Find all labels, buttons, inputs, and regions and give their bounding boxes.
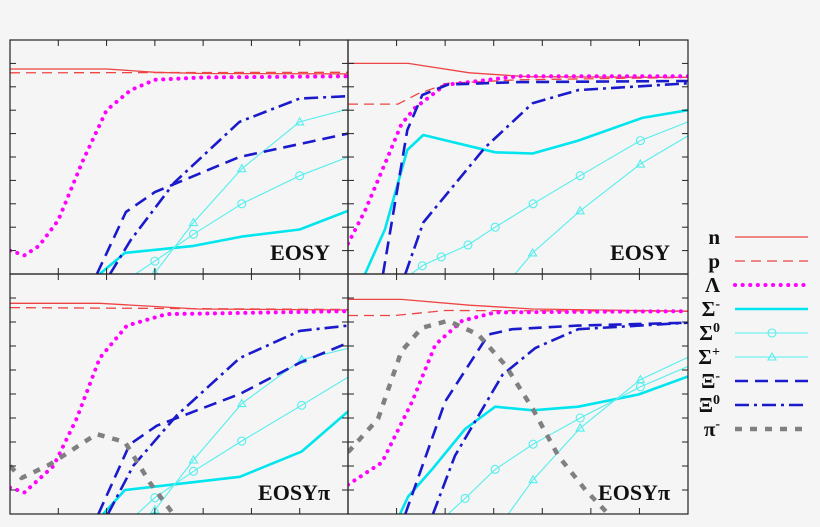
series-line-Sigma+ bbox=[152, 347, 348, 514]
panel-label: EOSY bbox=[270, 240, 330, 265]
sigma0-marker bbox=[528, 199, 538, 209]
series-line-Sigma+ bbox=[507, 356, 688, 514]
series-line-p bbox=[348, 309, 688, 317]
panel-bottom-right: EOSYπ bbox=[347, 273, 689, 515]
plot-area bbox=[10, 302, 348, 514]
sigma0-marker bbox=[635, 136, 645, 146]
panel-label: EOSYπ bbox=[258, 480, 330, 505]
series-line-Sigma0 bbox=[447, 365, 688, 514]
series-line-n bbox=[348, 298, 688, 312]
sigmaplus-marker bbox=[236, 163, 247, 173]
series-line-p bbox=[348, 76, 688, 105]
series-line-Lambda bbox=[348, 74, 688, 246]
plot-area bbox=[10, 68, 348, 274]
legend-item-Sigma+: Σ+ bbox=[698, 345, 808, 369]
legend-label: Σ+ bbox=[698, 345, 720, 369]
sigmaplus-marker bbox=[294, 116, 305, 126]
sigma0-marker bbox=[490, 464, 500, 474]
sigma0-marker bbox=[575, 413, 585, 423]
series-line-Sigma- bbox=[102, 410, 348, 514]
sigmaplus-marker bbox=[575, 205, 586, 215]
panel-frame bbox=[9, 39, 349, 275]
series-line-Sigma- bbox=[363, 108, 688, 274]
legend-item-p: p bbox=[708, 249, 808, 273]
legend-label: Ξ0 bbox=[699, 393, 720, 417]
series-line-pi- bbox=[348, 318, 610, 514]
panel-frame bbox=[347, 39, 689, 275]
sigma0-marker bbox=[150, 256, 160, 266]
sigmaplus-marker bbox=[635, 158, 646, 168]
panel-label: EOSYπ bbox=[598, 480, 670, 505]
series-line-Sigma+ bbox=[153, 108, 348, 274]
series-line-p bbox=[10, 306, 348, 311]
legend-item-Lambda: Λ bbox=[705, 273, 810, 297]
series-line-n bbox=[348, 62, 688, 79]
legend-item-Sigma0: Σ0 bbox=[699, 321, 808, 345]
legend-item-n: n bbox=[708, 225, 808, 249]
sigma0-marker bbox=[237, 199, 247, 209]
legend-label: n bbox=[708, 225, 720, 249]
sigma0-marker bbox=[237, 436, 247, 446]
panel-top-right: EOSY bbox=[347, 39, 689, 275]
series-line-pi- bbox=[10, 431, 176, 514]
sigma0-marker bbox=[188, 229, 199, 239]
series-line-Xi0 bbox=[108, 94, 348, 274]
sigmaplus-marker bbox=[188, 454, 199, 464]
series-line-Xi- bbox=[97, 341, 348, 514]
legend-item-Sigma-: Σ- bbox=[702, 297, 808, 321]
sigma0-marker bbox=[463, 240, 473, 250]
sigma0-marker bbox=[436, 252, 446, 262]
series-line-Lambda bbox=[10, 74, 348, 258]
series-line-Sigma0 bbox=[410, 121, 688, 274]
sigmaplus-marker bbox=[767, 351, 777, 361]
sigma0-marker bbox=[460, 493, 470, 503]
legend-item-Xi-: Ξ- bbox=[701, 369, 808, 393]
plot-area bbox=[348, 62, 688, 274]
sigmaplus-marker bbox=[188, 217, 199, 227]
sigma0-marker bbox=[188, 466, 199, 476]
series-line-Sigma+ bbox=[514, 135, 688, 274]
legend-label: Σ- bbox=[702, 297, 721, 321]
panel-label: EOSY bbox=[610, 240, 670, 265]
series-line-Xi- bbox=[404, 321, 688, 514]
sigmaplus-marker bbox=[635, 374, 646, 384]
series-line-Xi0 bbox=[431, 321, 688, 514]
sigma0-marker bbox=[297, 400, 307, 410]
sigma0-marker bbox=[575, 171, 585, 181]
series-line-Xi- bbox=[95, 132, 348, 274]
sigma0-marker bbox=[490, 222, 500, 232]
sigma0-marker bbox=[528, 439, 538, 449]
series-line-Xi0 bbox=[106, 324, 348, 514]
legend-label: π- bbox=[704, 417, 721, 441]
legend-label: Ξ- bbox=[701, 369, 720, 393]
series-line-Lambda bbox=[348, 309, 688, 487]
legend-label: p bbox=[708, 249, 720, 273]
sigmaplus-marker bbox=[236, 398, 247, 408]
series-line-Xi- bbox=[381, 79, 688, 274]
legend-label: Λ bbox=[705, 273, 720, 297]
plot-area bbox=[348, 298, 688, 514]
legend-label: Σ0 bbox=[699, 321, 720, 345]
sigmaplus-marker bbox=[151, 267, 159, 274]
series-line-Lambda bbox=[10, 309, 348, 495]
series-line-Xi0 bbox=[404, 82, 688, 274]
sigmaplus-marker bbox=[527, 247, 538, 257]
sigmaplus-marker bbox=[575, 422, 586, 432]
sigmaplus-marker bbox=[528, 474, 539, 484]
sigma0-marker bbox=[295, 171, 305, 181]
panel-bottom-left: EOSYπ bbox=[9, 273, 349, 515]
sigma0-marker bbox=[417, 261, 427, 271]
panel-top-left: EOSY bbox=[9, 39, 349, 275]
series-line-p bbox=[10, 71, 348, 74]
sigma0-marker bbox=[767, 328, 777, 338]
legend-item-Xi0: Ξ0 bbox=[699, 393, 808, 417]
legend-item-pi-: π- bbox=[704, 417, 808, 441]
